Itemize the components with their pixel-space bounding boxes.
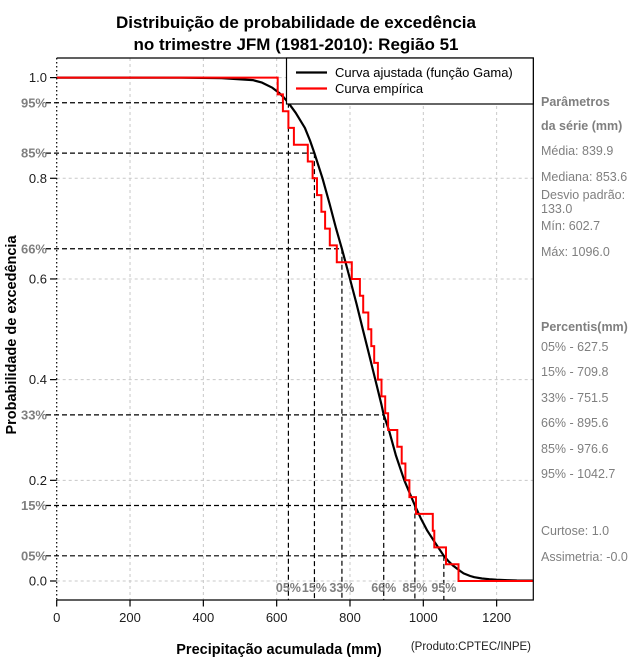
statistics-sidebar: Parâmetros da série (mm) Média: 839.9 Me… [541, 0, 640, 660]
percentile-row: 33% - 751.5 [541, 390, 609, 405]
axis-ticks-and-labels: 95%85%66%33%15%05%0.00.20.40.60.81.00 200… [21, 70, 511, 625]
plot-frame [56, 57, 534, 601]
legend-empirical-label: Curva empírica [335, 81, 424, 96]
bottom-percent-label: 33% [329, 581, 354, 595]
y-tick-label: 0.0 [29, 574, 47, 589]
curves [56, 76, 533, 582]
bottom-percent-label: 05% [276, 581, 301, 595]
stat-min: Mín: 602.7 [541, 219, 601, 233]
y-tick-label: 0.2 [29, 473, 47, 488]
percentile-row: 95% - 1042.7 [541, 466, 616, 481]
stat-mediana: Mediana: 853.6 [541, 170, 628, 184]
y-axis-percent-label: 85% [21, 146, 47, 161]
y-axis-label: Probabilidade de excedência [4, 235, 20, 435]
y-tick-label: 0.4 [29, 372, 47, 387]
percentile-reference-lines [46, 102, 445, 600]
x-tick-label: 400 [192, 610, 214, 625]
percentile-row: 66% - 895.6 [541, 416, 609, 431]
bottom-percent-label: 15% [302, 581, 327, 595]
x-tick-label: 800 [339, 610, 361, 625]
y-tick-label: 1.0 [29, 70, 47, 85]
percentile-list: 05% - 627.5 15% - 709.8 33% - 751.5 66% - 8… [541, 340, 615, 492]
y-axis-percent-label: 66% [21, 241, 47, 256]
y-axis-percent-label: 95% [21, 95, 47, 110]
chart-title-line2: no trimestre JFM (1981-2010): Região 51 [133, 35, 459, 54]
percentile-row: 15% - 709.8 [541, 365, 609, 380]
producer-credit: (Produto:CPTEC/INPE) [411, 641, 531, 653]
y-axis-percent-label: 33% [21, 407, 47, 422]
bottom-percent-labels: 05% 15% 33% 66% 85% 95% [276, 581, 456, 595]
chart-title-line1: Distribuição de probabilidade de excedên… [116, 13, 476, 32]
stat-curtose: Curtose: 1.0 [541, 524, 610, 538]
y-axis-percent-label: 05% [21, 548, 47, 563]
stat-max: Máx: 1096.0 [541, 245, 610, 259]
y-tick-label: 0.6 [29, 271, 47, 286]
x-tick-label: 1000 [409, 610, 438, 625]
y-axis-percent-label: 15% [21, 498, 47, 513]
stat-assimetria: Assimetria: -0.0 [541, 550, 628, 564]
bottom-percent-label: 66% [371, 581, 396, 595]
legend-box [285, 57, 534, 105]
fitted-curve [56, 76, 533, 582]
empirical-curve [56, 76, 533, 582]
bottom-percent-label: 85% [402, 581, 427, 595]
percentiles-header: Percentis(mm) [541, 320, 628, 334]
plot-box [56, 57, 534, 601]
x-tick-label: 600 [266, 610, 288, 625]
y-tick-label: 0.8 [29, 171, 47, 186]
legend-fitted-label: Curva ajustada (função Gama) [335, 65, 513, 80]
percentile-row: 85% - 976.6 [541, 441, 609, 456]
percentile-row: 05% - 627.5 [541, 340, 609, 354]
x-tick-label: 200 [119, 610, 141, 625]
legend: Curva ajustada (função Gama) Curva empír… [285, 57, 534, 105]
x-tick-label: 0 [53, 610, 60, 625]
parameters-header-line1: Parâmetros [541, 95, 610, 109]
x-tick-label: 1200 [482, 610, 511, 625]
parameters-header-line2: da série (mm) [541, 119, 623, 133]
x-axis-label: Precipitação acumulada (mm) [176, 642, 382, 658]
stat-desvio-padrao: Desvio padrão: 133.0 [541, 188, 626, 216]
stat-media: Média: 839.9 [541, 144, 614, 158]
gridlines [56, 58, 534, 600]
bottom-percent-label: 95% [431, 581, 456, 595]
